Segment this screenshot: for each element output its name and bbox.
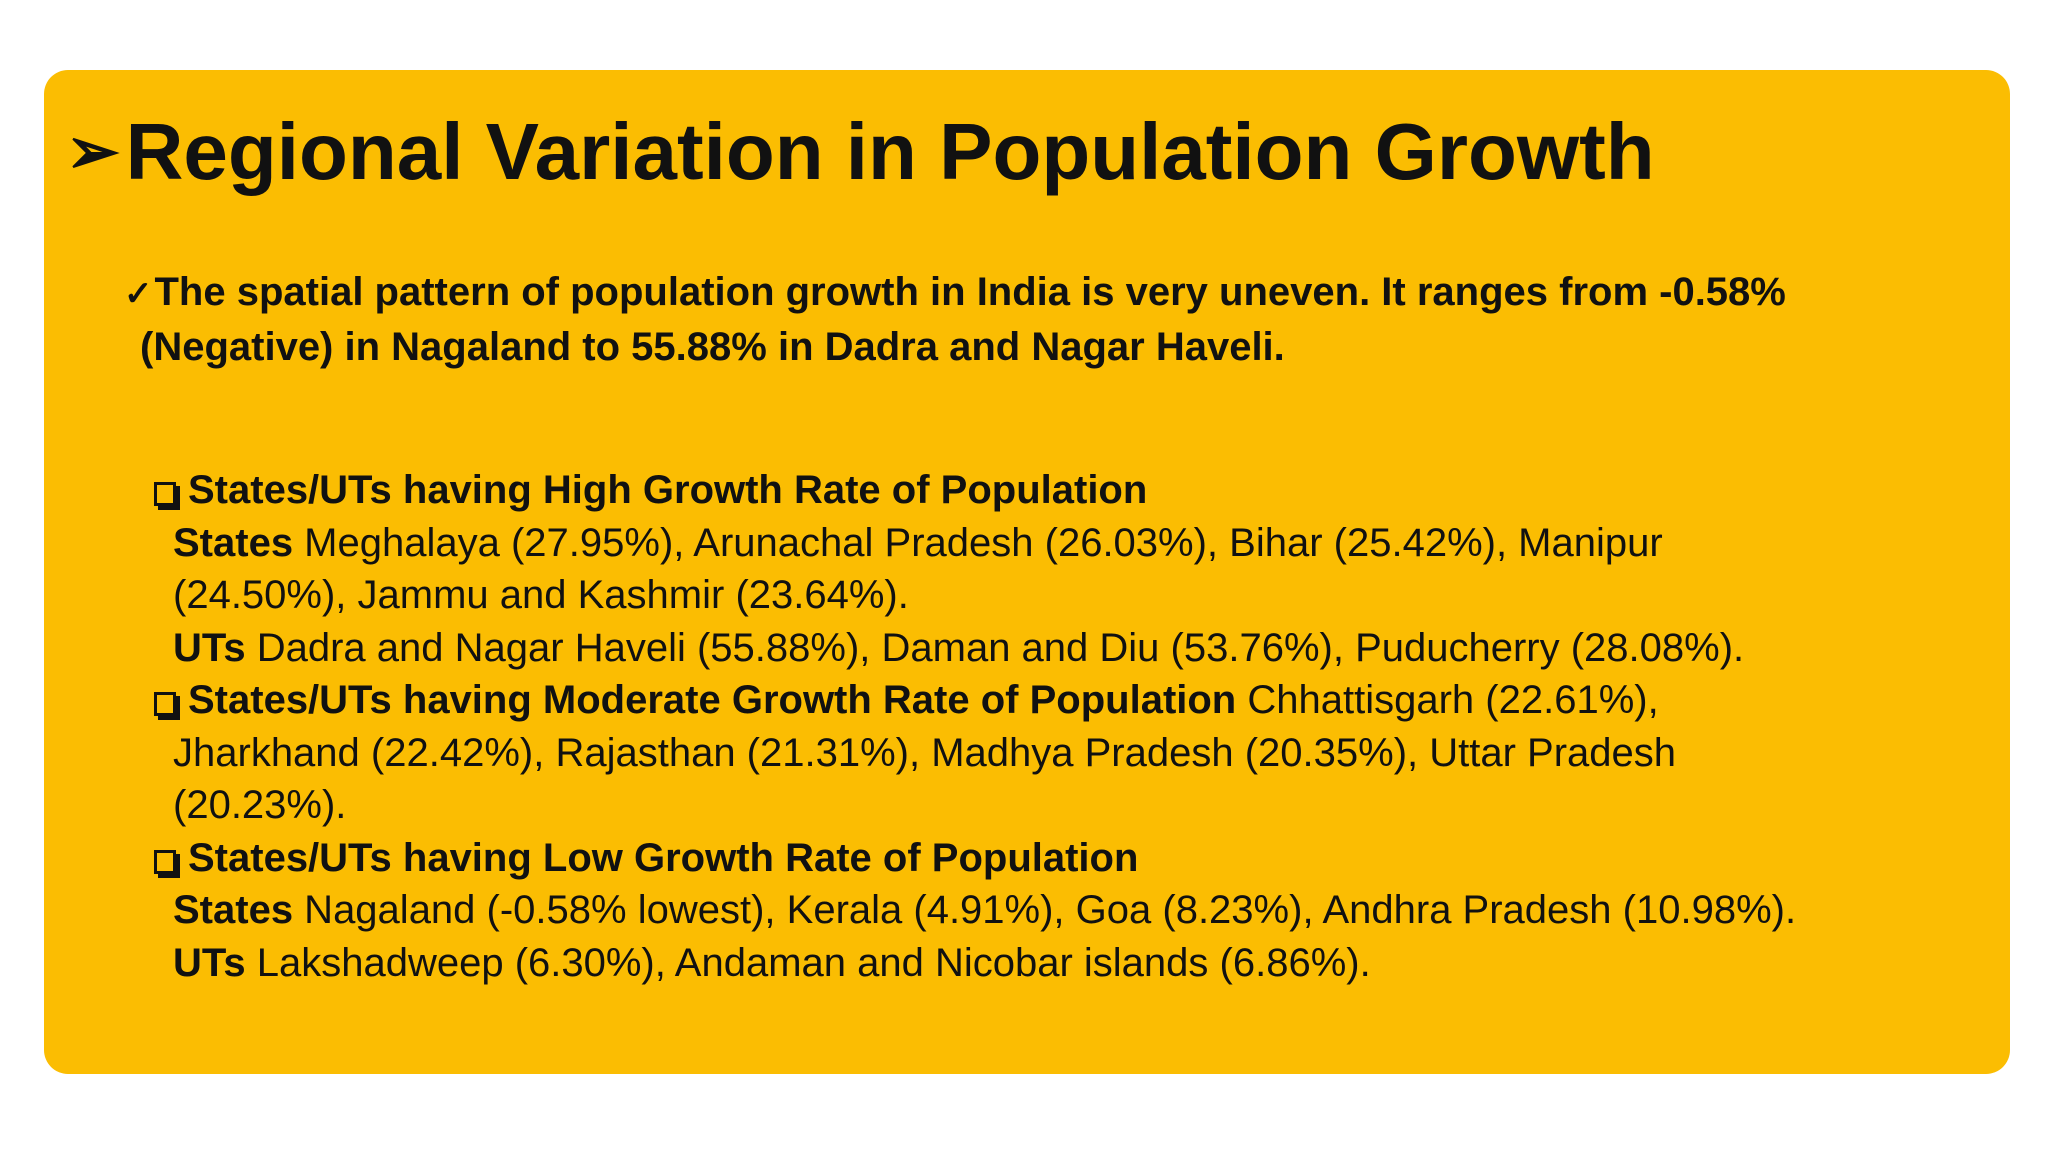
slide-title: ➢Regional Variation in Population Growth	[66, 102, 1655, 202]
section-body-high: States Meghalaya (27.95%), Arunachal Pra…	[154, 517, 2004, 675]
moderate-heading-tail: Chhattisgarh (22.61%),	[1236, 678, 1659, 722]
checkbox-bullet-icon	[154, 692, 176, 716]
low-states-label: States	[173, 888, 294, 932]
high-uts-text: Dadra and Nagar Haveli (55.88%), Daman a…	[245, 625, 1745, 670]
low-uts-label: UTs	[173, 940, 246, 985]
low-states-line: States Nagaland (-0.58% lowest), Kerala …	[173, 884, 2004, 937]
section-moderate-growth: States/UTs having Moderate Growth Rate o…	[154, 674, 2004, 832]
moderate-text-3: (20.23%).	[173, 783, 347, 827]
growth-sections: States/UTs having High Growth Rate of Po…	[154, 464, 2004, 989]
low-states-text: Nagaland (-0.58% lowest), Kerala (4.91%)…	[293, 888, 1797, 932]
intro-paragraph: ✓The spatial pattern of population growt…	[124, 266, 1984, 374]
high-states-line: States Meghalaya (27.95%), Arunachal Pra…	[173, 517, 2004, 570]
intro-text-2: (Negative) in Nagaland to 55.88% in Dadr…	[140, 325, 1285, 369]
high-states-text-1: Meghalaya (27.95%), Arunachal Pradesh (2…	[293, 520, 1663, 565]
intro-line-1: ✓The spatial pattern of population growt…	[124, 266, 1984, 321]
low-uts-line: UTs Lakshadweep (6.30%), Andaman and Nic…	[173, 937, 2004, 990]
intro-text-1: The spatial pattern of population growth…	[154, 270, 1786, 314]
slide-panel: ➢Regional Variation in Population Growth…	[44, 70, 2010, 1074]
high-uts-label: UTs	[173, 625, 246, 670]
section-high-growth: States/UTs having High Growth Rate of Po…	[154, 464, 2004, 674]
section-heading-moderate: States/UTs having Moderate Growth Rate o…	[154, 674, 2004, 727]
slide-title-text: Regional Variation in Population Growth	[125, 107, 1655, 196]
check-bullet-icon: ✓	[124, 275, 153, 313]
checkbox-bullet-icon	[154, 482, 176, 506]
section-body-low: States Nagaland (-0.58% lowest), Kerala …	[154, 884, 2004, 989]
high-states-text-2: (24.50%), Jammu and Kashmir (23.64%).	[173, 573, 909, 617]
high-uts-line: UTs Dadra and Nagar Haveli (55.88%), Dam…	[173, 622, 2004, 675]
moderate-text-2: Jharkhand (22.42%), Rajasthan (21.31%), …	[173, 730, 1677, 775]
moderate-heading-text: States/UTs having Moderate Growth Rate o…	[188, 678, 1237, 722]
section-low-growth: States/UTs having Low Growth Rate of Pop…	[154, 832, 2004, 990]
section-heading-low: States/UTs having Low Growth Rate of Pop…	[154, 832, 2004, 885]
low-heading-text: States/UTs having Low Growth Rate of Pop…	[188, 835, 1139, 880]
high-states-label: States	[173, 520, 294, 565]
checkbox-bullet-icon	[154, 849, 176, 874]
high-heading-text: States/UTs having High Growth Rate of Po…	[188, 468, 1148, 512]
low-uts-text: Lakshadweep (6.30%), Andaman and Nicobar…	[245, 940, 1371, 985]
arrow-bullet-icon: ➢	[66, 115, 120, 187]
section-body-moderate: Jharkhand (22.42%), Rajasthan (21.31%), …	[154, 727, 2004, 832]
section-heading-high: States/UTs having High Growth Rate of Po…	[154, 464, 2004, 517]
